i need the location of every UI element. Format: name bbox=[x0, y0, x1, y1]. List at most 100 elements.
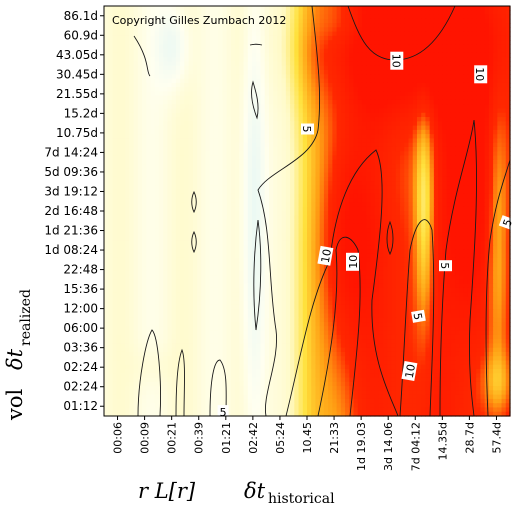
heat-cell bbox=[467, 142, 473, 148]
heat-cell bbox=[146, 48, 152, 54]
heat-cell bbox=[446, 117, 452, 122]
heat-cell bbox=[137, 104, 143, 110]
heat-cell bbox=[142, 14, 147, 20]
heat-cell bbox=[120, 57, 126, 63]
heat-cell bbox=[302, 151, 308, 157]
heat-cell bbox=[281, 211, 287, 216]
heat-cell bbox=[264, 65, 270, 71]
heat-cell bbox=[277, 99, 283, 105]
heat-cell bbox=[353, 18, 359, 24]
heat-cell bbox=[205, 95, 211, 101]
heat-cell bbox=[459, 52, 465, 58]
heat-cell bbox=[213, 219, 219, 225]
heat-cell bbox=[408, 44, 414, 50]
heat-cell bbox=[345, 82, 350, 88]
heat-cell bbox=[226, 155, 232, 161]
heat-cell bbox=[421, 44, 427, 50]
heat-cell bbox=[112, 65, 118, 71]
heat-cell bbox=[268, 108, 274, 114]
heat-cell bbox=[213, 6, 219, 11]
heat-cell bbox=[404, 121, 410, 127]
heat-cell bbox=[302, 70, 308, 75]
heat-cell bbox=[230, 108, 236, 114]
heat-cell bbox=[315, 104, 321, 110]
heat-cell bbox=[370, 44, 376, 50]
heat-cell bbox=[235, 27, 240, 33]
heat-cell bbox=[298, 87, 304, 93]
heat-cell bbox=[323, 121, 329, 127]
heat-cell bbox=[476, 99, 481, 105]
heat-cell bbox=[336, 70, 342, 75]
heat-cell bbox=[416, 35, 422, 41]
heat-cell bbox=[213, 95, 219, 101]
heat-cell bbox=[277, 35, 283, 41]
heat-cell bbox=[281, 172, 287, 178]
heat-cell bbox=[108, 151, 114, 157]
heat-cell bbox=[252, 219, 257, 225]
heat-cell bbox=[408, 121, 414, 127]
heat-cell bbox=[345, 18, 350, 24]
heat-cell bbox=[442, 82, 448, 88]
heat-cell bbox=[277, 211, 283, 216]
heat-cell bbox=[125, 95, 130, 101]
heat-cell bbox=[171, 10, 177, 16]
heat-cell bbox=[243, 134, 249, 139]
heat-cell bbox=[218, 172, 224, 178]
heat-cell bbox=[129, 189, 135, 195]
heat-cell bbox=[497, 215, 503, 221]
heat-cell bbox=[404, 78, 410, 84]
heat-cell bbox=[383, 134, 388, 139]
heat-cell bbox=[446, 159, 452, 165]
heat-cell bbox=[230, 189, 236, 195]
heat-cell bbox=[133, 189, 139, 195]
heat-cell bbox=[463, 202, 469, 208]
heat-cell bbox=[476, 82, 481, 88]
heat-cell bbox=[268, 121, 274, 127]
heat-cell bbox=[116, 129, 122, 135]
heat-cell bbox=[446, 185, 452, 191]
heat-cell bbox=[421, 134, 427, 139]
heat-cell bbox=[142, 95, 147, 101]
heat-cell bbox=[336, 185, 342, 191]
heat-cell bbox=[235, 138, 240, 144]
heat-cell bbox=[455, 172, 460, 178]
heat-cell bbox=[243, 219, 249, 225]
heat-cell bbox=[285, 164, 291, 169]
heat-cell bbox=[319, 95, 325, 101]
heat-cell bbox=[383, 78, 388, 84]
heat-cell bbox=[459, 159, 465, 165]
heat-cell bbox=[277, 40, 283, 46]
heat-cell bbox=[218, 87, 224, 93]
heat-cell bbox=[281, 95, 287, 101]
heat-cell bbox=[188, 219, 194, 225]
heat-cell bbox=[370, 211, 376, 216]
heat-cell bbox=[345, 164, 350, 169]
heat-cell bbox=[416, 48, 422, 54]
heat-cell bbox=[213, 215, 219, 221]
heat-cell bbox=[268, 134, 274, 139]
heat-cell bbox=[298, 134, 304, 139]
heat-cell bbox=[480, 121, 486, 127]
heat-cell bbox=[264, 129, 270, 135]
heat-cell bbox=[146, 82, 152, 88]
heat-cell bbox=[416, 14, 422, 20]
heat-cell bbox=[455, 164, 460, 169]
heat-cell bbox=[404, 91, 410, 97]
heat-cell bbox=[137, 23, 143, 28]
heat-cell bbox=[252, 27, 257, 33]
heat-cell bbox=[260, 91, 266, 97]
heat-cell bbox=[497, 35, 503, 41]
heat-cell bbox=[205, 52, 211, 58]
heat-cell bbox=[260, 18, 266, 24]
heat-cell bbox=[471, 27, 477, 33]
heat-cell bbox=[404, 117, 410, 122]
heat-cell bbox=[192, 82, 198, 88]
heat-cell bbox=[328, 151, 333, 157]
heat-cell bbox=[450, 70, 456, 75]
heat-cell bbox=[455, 65, 460, 71]
heat-cell bbox=[104, 159, 109, 165]
heat-cell bbox=[378, 198, 384, 204]
heat-cell bbox=[281, 61, 287, 67]
heat-cell bbox=[294, 129, 300, 135]
heat-cell bbox=[467, 125, 473, 131]
